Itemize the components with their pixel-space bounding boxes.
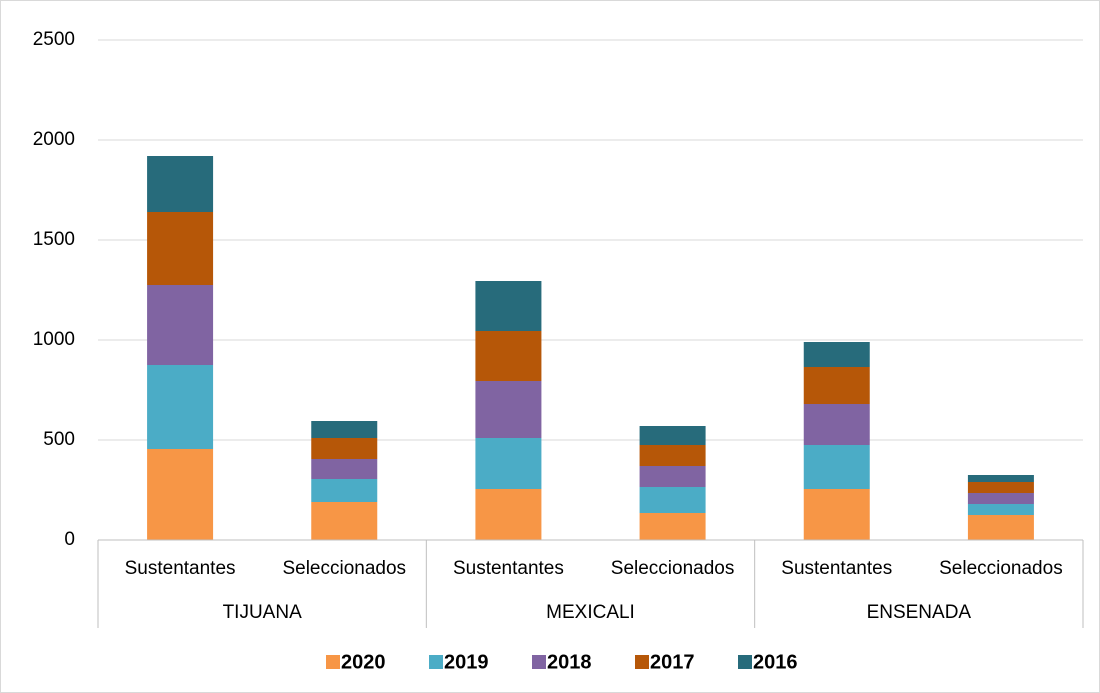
bar-segment — [803, 445, 870, 489]
bar-segment — [967, 493, 1034, 504]
bar-segment — [967, 475, 1034, 482]
y-tick-label: 500 — [43, 429, 75, 450]
legend-label: 2020 — [341, 651, 386, 673]
bar-segment — [967, 515, 1034, 540]
legend-swatch — [532, 655, 546, 669]
bar-segment — [639, 445, 706, 466]
legend-label: 2016 — [753, 651, 798, 673]
legend-label: 2017 — [650, 651, 695, 673]
bar-segment — [147, 285, 214, 365]
x-tick-label: Seleccionados — [939, 558, 1063, 579]
bar-segment — [311, 502, 378, 540]
bar-segment — [147, 449, 214, 540]
bar-segment — [639, 426, 706, 445]
legend-label: 2019 — [444, 651, 489, 673]
bar-segment — [475, 438, 542, 489]
bar-segment — [475, 381, 542, 438]
bar-segment — [475, 281, 542, 331]
legend-swatch — [635, 655, 649, 669]
y-tick-label: 1000 — [33, 329, 75, 350]
x-tick-label: Sustentantes — [125, 558, 236, 579]
bar-segment — [803, 489, 870, 540]
bar-segment — [311, 438, 378, 459]
x-tick-label: Sustentantes — [453, 558, 564, 579]
y-tick-label: 0 — [64, 529, 75, 550]
group-label: ENSENADA — [867, 602, 972, 623]
bar-segment — [967, 504, 1034, 515]
bar-segment — [803, 367, 870, 404]
bar-segment — [967, 482, 1034, 493]
bar-segment — [311, 459, 378, 479]
legend-swatch — [738, 655, 752, 669]
bar-segment — [639, 466, 706, 487]
legend-label: 2018 — [547, 651, 592, 673]
y-tick-label: 1500 — [33, 229, 75, 250]
y-tick-label: 2500 — [33, 29, 75, 50]
x-tick-label: Seleccionados — [611, 558, 735, 579]
bar-segment — [475, 331, 542, 381]
legend-swatch — [326, 655, 340, 669]
y-tick-label: 2000 — [33, 129, 75, 150]
bar-segment — [147, 365, 214, 449]
bar-segment — [803, 404, 870, 445]
bar-segment — [311, 421, 378, 438]
bar-segment — [475, 489, 542, 540]
x-tick-label: Sustentantes — [781, 558, 892, 579]
bar-segment — [147, 212, 214, 285]
bar-segment — [639, 513, 706, 540]
bar-segment — [147, 156, 214, 212]
bar-segment — [639, 487, 706, 513]
group-label: MEXICALI — [546, 602, 635, 623]
x-tick-label: Seleccionados — [282, 558, 406, 579]
bar-segment — [311, 479, 378, 502]
legend-swatch — [429, 655, 443, 669]
group-label: TIJUANA — [223, 602, 303, 623]
bar-segment — [803, 342, 870, 367]
